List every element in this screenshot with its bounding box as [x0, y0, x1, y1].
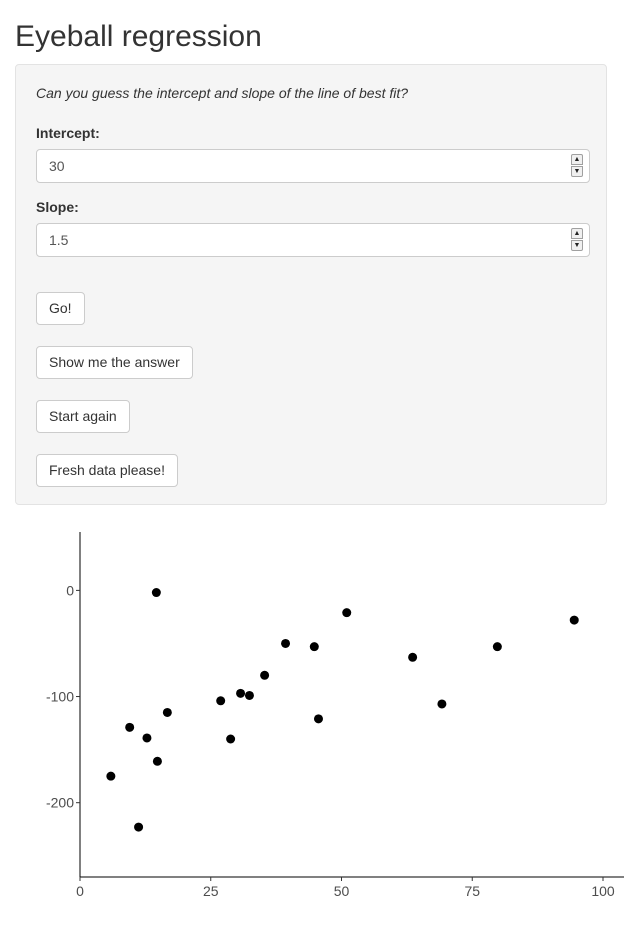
intercept-spinner: ▲ ▼: [571, 154, 583, 178]
intercept-label: Intercept:: [36, 125, 100, 141]
input-panel: Can you guess the intercept and slope of…: [15, 64, 607, 505]
x-tick-label: 0: [76, 883, 84, 899]
fresh-data-button[interactable]: Fresh data please!: [36, 454, 178, 487]
data-point: [569, 615, 579, 625]
slope-label: Slope:: [36, 199, 79, 215]
data-point: [492, 642, 502, 652]
data-point: [244, 690, 254, 700]
data-point: [281, 638, 291, 648]
plot-points: [106, 588, 579, 832]
slope-increment-icon[interactable]: ▲: [571, 228, 583, 239]
data-point: [152, 756, 162, 766]
data-point: [134, 822, 144, 832]
intercept-input[interactable]: 30 ▲ ▼: [36, 149, 590, 183]
data-point: [142, 733, 152, 743]
instruction-text: Can you guess the intercept and slope of…: [36, 85, 409, 101]
y-tick-label: -100: [46, 689, 74, 705]
data-point: [216, 696, 226, 706]
intercept-value: 30: [49, 158, 65, 174]
data-point: [106, 771, 116, 781]
x-tick-label: 25: [203, 883, 219, 899]
slope-decrement-icon[interactable]: ▼: [571, 240, 583, 251]
data-point: [125, 722, 135, 732]
data-point: [342, 608, 352, 618]
slope-value: 1.5: [49, 232, 69, 248]
scatter-plot: 0 25 50 75 100 0 -100 -200: [46, 532, 624, 899]
x-tick-label: 50: [334, 883, 350, 899]
page-title: Eyeball regression: [15, 20, 262, 53]
x-tick-label: 100: [591, 883, 615, 899]
data-point: [226, 734, 236, 744]
data-point: [236, 688, 246, 698]
intercept-increment-icon[interactable]: ▲: [571, 154, 583, 165]
plot-axes: 0 25 50 75 100 0 -100 -200: [46, 532, 624, 899]
slope-input[interactable]: 1.5 ▲ ▼: [36, 223, 590, 257]
data-point: [408, 652, 418, 662]
data-point: [437, 699, 447, 709]
y-tick-label: -200: [46, 795, 74, 811]
intercept-decrement-icon[interactable]: ▼: [571, 166, 583, 177]
slope-spinner: ▲ ▼: [571, 228, 583, 252]
data-point: [260, 670, 270, 680]
start-again-button[interactable]: Start again: [36, 400, 130, 433]
x-tick-label: 75: [464, 883, 480, 899]
data-point: [313, 714, 323, 724]
y-tick-label: 0: [66, 582, 74, 598]
data-point: [162, 707, 172, 717]
data-point: [309, 642, 319, 652]
show-answer-button[interactable]: Show me the answer: [36, 346, 193, 379]
data-point: [151, 588, 161, 598]
go-button[interactable]: Go!: [36, 292, 85, 325]
